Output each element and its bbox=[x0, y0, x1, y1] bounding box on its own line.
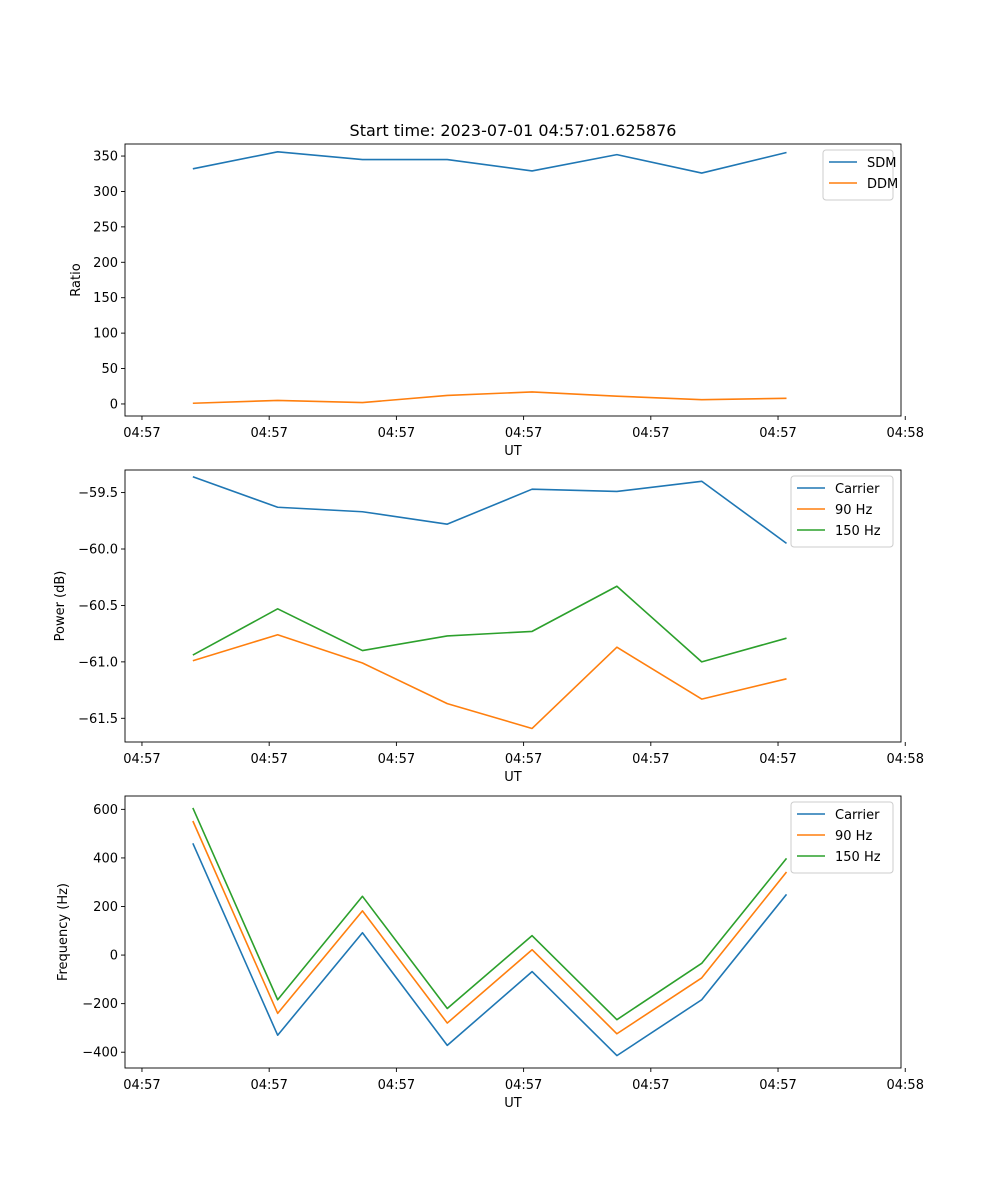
legend-label: Carrier bbox=[835, 482, 880, 497]
series-line-150-hz bbox=[192, 585, 787, 663]
x-tick-label: 04:57 bbox=[632, 426, 669, 441]
legend-label: SDM bbox=[867, 156, 896, 171]
y-tick-label: −59.5 bbox=[78, 486, 118, 501]
y-axis-label: Frequency (Hz) bbox=[56, 883, 71, 981]
subplots: 04:57 04:57 04:57 04:57 04:57 04:57 04:58 0 50 10… bbox=[53, 143, 924, 1111]
legend-label: 90 Hz bbox=[835, 829, 872, 844]
x-tick-label: 04:57 bbox=[250, 426, 287, 441]
x-tick-label: 04:57 bbox=[123, 426, 160, 441]
x-tick-label: 04:57 bbox=[759, 426, 796, 441]
y-tick-label: 0 bbox=[110, 949, 118, 964]
y-axis-label: Power (dB) bbox=[53, 571, 68, 642]
x-tick-label: 04:57 bbox=[759, 1078, 796, 1093]
subplot-3: 04:57 04:57 04:57 04:57 04:57 04:57 04:58 −400 −… bbox=[56, 795, 924, 1111]
x-tick-label: 04:57 bbox=[250, 752, 287, 767]
subplot-2: 04:57 04:57 04:57 04:57 04:57 04:57 04:58 −59.5… bbox=[53, 469, 924, 785]
series-line-carrier bbox=[192, 476, 787, 545]
x-axis-label: UT bbox=[504, 444, 522, 459]
y-axis-label: Ratio bbox=[69, 263, 84, 296]
x-tick-label: 04:57 bbox=[632, 752, 669, 767]
y-tick-label: 50 bbox=[101, 362, 118, 377]
y-tick-label: 200 bbox=[93, 900, 118, 915]
series-line-90-hz bbox=[192, 820, 788, 1035]
x-tick-label: 04:57 bbox=[250, 1078, 287, 1093]
legend-label: 90 Hz bbox=[835, 503, 872, 518]
legend-label: Carrier bbox=[835, 808, 880, 823]
series-line-sdm bbox=[192, 150, 787, 174]
series-line-150-hz bbox=[192, 807, 788, 1021]
x-tick-label: 04:57 bbox=[123, 752, 160, 767]
x-tick-label: 04:57 bbox=[505, 426, 542, 441]
y-tick-label: −61.0 bbox=[78, 655, 118, 670]
x-axis-label: UT bbox=[504, 770, 522, 785]
x-tick-label: 04:57 bbox=[123, 1078, 160, 1093]
x-tick-label: 04:58 bbox=[887, 752, 924, 767]
y-tick-label: −60.0 bbox=[78, 543, 118, 558]
y-tick-label: −60.5 bbox=[78, 599, 118, 614]
legend-label: 150 Hz bbox=[835, 850, 881, 865]
y-tick-label: 150 bbox=[93, 291, 118, 306]
series-line-ddm bbox=[192, 391, 787, 405]
x-tick-label: 04:57 bbox=[378, 1078, 415, 1093]
series-line-carrier bbox=[192, 843, 788, 1057]
x-tick-label: 04:57 bbox=[505, 1078, 542, 1093]
y-tick-label: −200 bbox=[82, 997, 118, 1012]
legend-label: DDM bbox=[867, 177, 898, 192]
legend: Carrier 90 Hz 150 Hz bbox=[790, 801, 894, 874]
legend-label: 150 Hz bbox=[835, 524, 881, 539]
y-tick-label: 600 bbox=[93, 803, 118, 818]
series-line-90-hz bbox=[192, 633, 787, 730]
y-tick-label: 300 bbox=[93, 185, 118, 200]
axes-frame bbox=[124, 469, 902, 743]
legend: SDM DDM bbox=[822, 149, 898, 201]
x-axis-label: UT bbox=[504, 1096, 522, 1111]
legend: Carrier 90 Hz 150 Hz bbox=[790, 475, 894, 548]
y-tick-label: 400 bbox=[93, 851, 118, 866]
x-tick-label: 04:57 bbox=[505, 752, 542, 767]
y-tick-label: 0 bbox=[110, 397, 118, 412]
x-tick-label: 04:58 bbox=[887, 1078, 924, 1093]
figure-title: Start time: 2023-07-01 04:57:01.625876 bbox=[350, 121, 677, 140]
y-tick-label: 250 bbox=[93, 220, 118, 235]
subplot-1: 04:57 04:57 04:57 04:57 04:57 04:57 04:58 0 50 10… bbox=[69, 143, 924, 459]
y-tick-label: 200 bbox=[93, 256, 118, 271]
y-tick-label: 350 bbox=[93, 150, 118, 165]
axes-frame bbox=[124, 795, 902, 1069]
x-tick-label: 04:57 bbox=[378, 426, 415, 441]
y-tick-label: −61.5 bbox=[78, 712, 118, 727]
x-tick-label: 04:58 bbox=[887, 426, 924, 441]
axes-frame bbox=[124, 143, 902, 417]
y-tick-label: 100 bbox=[93, 327, 118, 342]
x-tick-label: 04:57 bbox=[632, 1078, 669, 1093]
x-tick-label: 04:57 bbox=[378, 752, 415, 767]
y-tick-label: −400 bbox=[82, 1046, 118, 1061]
x-tick-label: 04:57 bbox=[759, 752, 796, 767]
